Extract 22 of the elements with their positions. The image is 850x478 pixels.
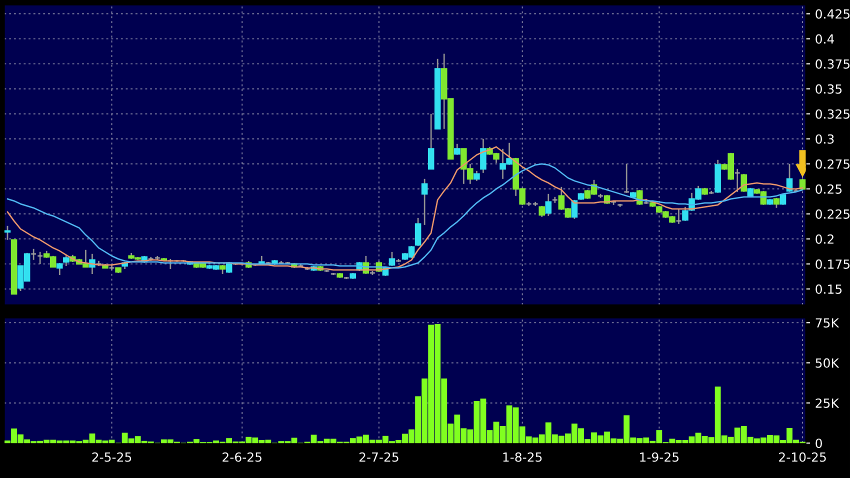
x-tick-label: 2-7-25 xyxy=(359,452,398,462)
y-tick-label: 0.2 xyxy=(816,234,834,244)
y-tick-label: 0.25 xyxy=(816,184,842,194)
x-tick-label: 1-9-25 xyxy=(640,452,678,462)
y-tick-label: 0.175 xyxy=(816,259,850,269)
y-tick-label: 0.325 xyxy=(816,109,850,119)
y-tick-label: 0 xyxy=(816,438,822,448)
y-tick-label: 0.375 xyxy=(816,59,850,69)
y-tick-label: 0.3 xyxy=(816,134,834,144)
y-tick-label: 0.425 xyxy=(816,9,850,19)
y-tick-label: 0.15 xyxy=(816,284,842,294)
y-tick-label: 75K xyxy=(816,318,840,328)
y-tick-label: 0.4 xyxy=(816,34,834,44)
x-tick-label: 2-5-25 xyxy=(92,452,132,462)
y-tick-label: 25K xyxy=(816,398,840,408)
y-tick-label: 0.225 xyxy=(816,209,850,219)
x-tick-label: 1-8-25 xyxy=(503,452,542,462)
y-tick-label: 0.35 xyxy=(816,84,842,94)
x-tick-label: 2-10-25 xyxy=(779,452,826,462)
y-tick-label: 50K xyxy=(816,358,840,368)
x-tick-label: 2-6-25 xyxy=(222,452,262,462)
y-tick-label: 0.275 xyxy=(816,159,850,169)
